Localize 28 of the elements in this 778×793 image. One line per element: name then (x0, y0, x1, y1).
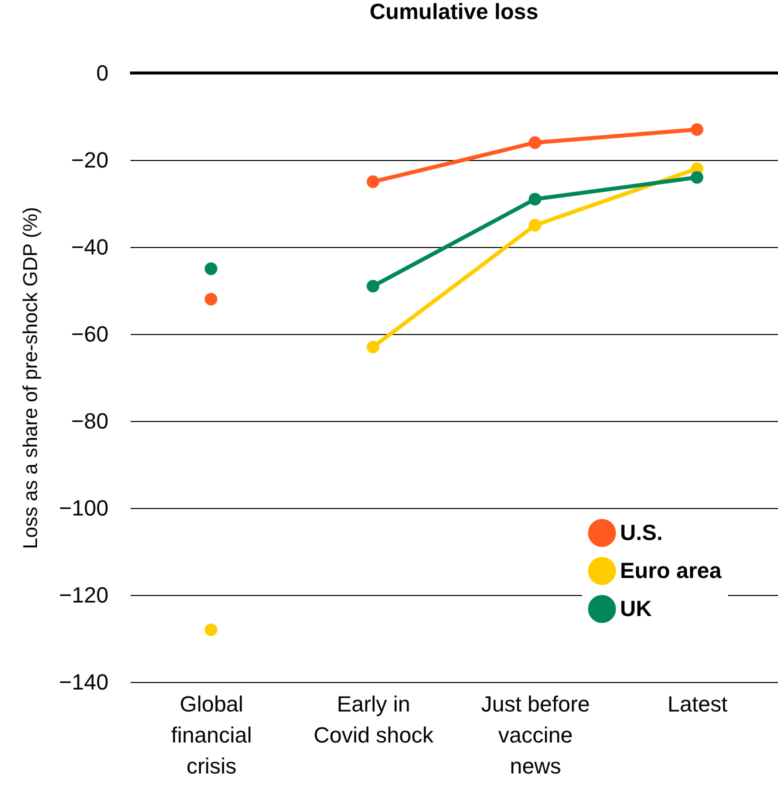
y-tick-label: −100 (58, 496, 108, 520)
point (528, 136, 542, 149)
y-tick-label: 0 (96, 60, 108, 86)
x-tick-label: Early in Covid shock (314, 692, 434, 748)
legend-label: Euro area (620, 558, 722, 583)
x-tick-label: Latest (668, 692, 728, 716)
y-tick-label: −40 (71, 234, 108, 260)
point (204, 623, 218, 636)
y-tick-label: −80 (71, 408, 108, 434)
point (690, 171, 704, 184)
legend-label: UK (620, 596, 652, 621)
y-tick-label: −140 (58, 670, 108, 694)
point (528, 192, 542, 206)
point (204, 262, 218, 276)
y-axis-title: Loss as a share of pre-shock GDP (%) (20, 207, 42, 549)
y-tick-label: −120 (58, 582, 108, 608)
point (366, 280, 380, 292)
point (204, 292, 218, 306)
point (366, 340, 380, 354)
legend-label: U.S. (620, 520, 663, 545)
x-tick-label: Just before vaccine news (481, 692, 590, 778)
y-tick-label: −60 (71, 322, 108, 346)
chart-title: Cumulative loss (370, 0, 538, 24)
y-tick-label: −20 (71, 148, 108, 172)
x-tick-label: Global financial crisis (171, 692, 252, 778)
point (366, 175, 380, 188)
point (528, 218, 542, 232)
point (690, 123, 704, 136)
